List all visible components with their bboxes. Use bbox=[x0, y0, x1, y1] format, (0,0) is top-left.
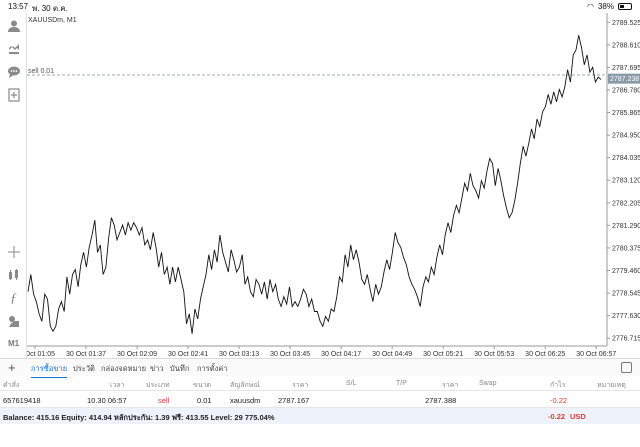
tab-history[interactable]: ประวัติ bbox=[73, 364, 95, 373]
layout-icon[interactable] bbox=[621, 362, 632, 373]
x-tick-label: 30 Oct 05:21 bbox=[423, 351, 463, 358]
total-profit: -0.22 bbox=[548, 412, 566, 421]
new-chart-icon[interactable] bbox=[5, 86, 22, 103]
balance-text: Balance: 415.16 Equity: 414.94 หลักประกั… bbox=[3, 413, 275, 422]
col-comment: หมายเหตุ bbox=[597, 382, 626, 389]
table-row[interactable]: 657619418 10.30 06:57 sell 0.01 xauusdm … bbox=[0, 391, 640, 408]
cell-current-price: 2787.388 bbox=[425, 396, 457, 405]
x-tick-label: 30 Oct 02:09 bbox=[117, 351, 157, 358]
col-type: ประเภท bbox=[146, 382, 170, 389]
x-tick-label: 30 Oct 02:41 bbox=[168, 351, 208, 358]
y-tick-label: 2779.460 bbox=[612, 268, 640, 275]
cell-symbol: xauusdm bbox=[230, 396, 261, 405]
cell-size: 0.01 bbox=[197, 396, 212, 405]
chat-icon[interactable] bbox=[5, 63, 22, 80]
y-tick-label: 2788.610 bbox=[612, 42, 640, 49]
symbol-label: XAUUSDm, M1 bbox=[28, 17, 77, 24]
table-header: คำสั่ง เวลา ประเภท ขนาด สัญลักษณ์ ราคา S… bbox=[0, 376, 640, 391]
col-symbol: สัญลักษณ์ bbox=[230, 382, 260, 389]
y-tick-label: 2776.715 bbox=[612, 336, 640, 343]
status-date: พ. 30 ต.ค. bbox=[32, 4, 68, 13]
timeframe-icon[interactable]: M1 bbox=[7, 339, 20, 348]
y-tick-label: 2782.205 bbox=[612, 200, 640, 207]
left-toolbar: ƒ M1 bbox=[0, 13, 27, 358]
currency-label: USD bbox=[570, 412, 586, 421]
y-tick-label: 2784.035 bbox=[612, 155, 640, 162]
price-chart-svg[interactable]: 2789.525 2788.610 2787.695 2786.780 2785.865… bbox=[15, 13, 640, 358]
price-chart[interactable]: 2789.525 2788.610 2787.695 2786.780 2785.865… bbox=[15, 13, 640, 358]
battery-icon bbox=[618, 3, 632, 10]
y-tick-label: 2784.950 bbox=[612, 133, 640, 140]
x-tick-label: 30 Oct 06:57 bbox=[576, 351, 616, 358]
x-tick-label: 30 Oct 01:05 bbox=[27, 351, 55, 358]
status-bar: 13:57 พ. 30 ต.ค. ◠ 38% bbox=[0, 0, 640, 13]
col-profit: กำไร bbox=[550, 382, 566, 389]
crosshair-icon[interactable] bbox=[5, 243, 22, 260]
status-time: 13:57 bbox=[8, 2, 29, 11]
y-tick-label: 2786.780 bbox=[612, 87, 640, 94]
function-icon[interactable]: ƒ bbox=[10, 289, 17, 305]
x-tick-label: 30 Oct 03:13 bbox=[219, 351, 259, 358]
balance-bar: Balance: 415.16 Equity: 414.94 หลักประกั… bbox=[0, 408, 640, 424]
tab-journal[interactable]: บันทึก bbox=[170, 364, 190, 373]
cell-order: 657619418 bbox=[3, 396, 41, 405]
current-price-box bbox=[608, 73, 640, 84]
y-tick-label: 2785.865 bbox=[612, 110, 640, 117]
status-right: ◠ 38% bbox=[587, 2, 632, 11]
col-tp: T/P bbox=[396, 380, 407, 387]
cell-open-price: 2787.167 bbox=[278, 396, 310, 405]
tab-mailbox[interactable]: กล่องจดหมาย bbox=[101, 364, 147, 373]
tab-settings[interactable]: การตั้งค่า bbox=[197, 364, 228, 373]
y-tick-label: 2783.120 bbox=[612, 178, 640, 185]
position-line-label: sell 0.01 bbox=[28, 68, 54, 75]
y-tick-label: 2777.630 bbox=[612, 313, 640, 320]
y-tick-label: 2789.525 bbox=[612, 20, 640, 27]
col-sl: S/L bbox=[346, 380, 357, 387]
col-size: ขนาด bbox=[193, 382, 212, 389]
battery-percent: 38% bbox=[597, 2, 614, 11]
wifi-icon: ◠ bbox=[587, 2, 594, 11]
price-series-line bbox=[27, 35, 602, 334]
tab-news[interactable]: ข่าว bbox=[150, 364, 164, 373]
cell-profit: -0.22 bbox=[550, 396, 568, 405]
indicators-icon[interactable] bbox=[5, 266, 22, 283]
col-current-price: ราคา bbox=[442, 382, 459, 389]
cell-time: 10.30 06:57 bbox=[87, 396, 127, 405]
col-swap: Swap bbox=[479, 380, 497, 387]
x-tick-label: 30 Oct 06:25 bbox=[525, 351, 565, 358]
y-tick-label: 2780.375 bbox=[612, 245, 640, 252]
person-icon[interactable] bbox=[5, 17, 22, 34]
col-order: คำสั่ง bbox=[3, 382, 20, 389]
add-icon[interactable]: + bbox=[8, 360, 16, 375]
x-tick-label: 30 Oct 04:49 bbox=[372, 351, 412, 358]
x-tick-label: 30 Oct 05:53 bbox=[474, 351, 514, 358]
current-price-label: 2787.238 bbox=[610, 76, 639, 83]
col-time: เวลา bbox=[110, 382, 125, 389]
x-tick-label: 30 Oct 03:45 bbox=[270, 351, 310, 358]
objects-icon[interactable] bbox=[5, 312, 22, 329]
cell-type: sell bbox=[158, 396, 170, 405]
col-price: ราคา bbox=[292, 382, 309, 389]
y-tick-label: 2778.545 bbox=[612, 291, 640, 298]
x-tick-label: 30 Oct 01:37 bbox=[66, 351, 106, 358]
bottom-tabs: + การซื้อขาย ประวัติ กล่องจดหมาย ข่าว บั… bbox=[0, 358, 640, 378]
trade-icon[interactable] bbox=[5, 40, 22, 57]
x-tick-label: 30 Oct 04:17 bbox=[321, 351, 361, 358]
tab-trade[interactable]: การซื้อขาย bbox=[31, 363, 68, 378]
y-tick-label: 2781.290 bbox=[612, 223, 640, 230]
y-tick-label: 2787.695 bbox=[612, 65, 640, 72]
